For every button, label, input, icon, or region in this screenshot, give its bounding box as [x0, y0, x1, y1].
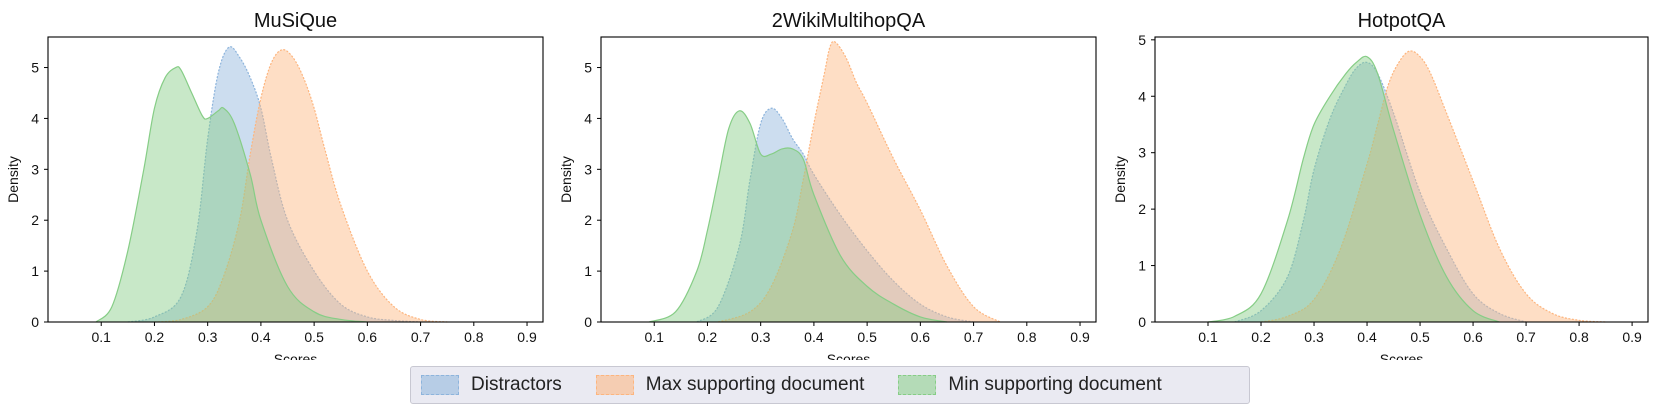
panel-title: HotpotQA — [1358, 10, 1446, 32]
legend: Distractors Max supporting document Min … — [410, 366, 1250, 404]
legend-swatch-distractors — [421, 375, 459, 395]
line-distractors — [696, 107, 974, 323]
legend-entry-distractors: Distractors — [421, 374, 562, 396]
x-tick-label: 0.7 — [964, 329, 984, 345]
line-distractors — [127, 46, 421, 323]
legend-swatch-min — [898, 375, 937, 395]
line-max — [154, 49, 448, 323]
panel-title: 2WikiMultihopQA — [772, 10, 926, 32]
y-tick-label: 3 — [31, 161, 39, 177]
x-tick-label: 0.9 — [1622, 329, 1642, 345]
area-min — [648, 110, 947, 323]
x-tick-label: 0.8 — [1017, 329, 1037, 345]
y-tick-label: 0 — [1138, 314, 1146, 330]
x-tick-label: 0.7 — [411, 329, 431, 345]
x-tick-label: 0.1 — [1198, 329, 1218, 345]
figure: 0.1 0.2 0.3 0.4 0.5 0.6 0.7 0.8 0.9 0 1 2 3 4 5 MuSiQue… — [5, 10, 1649, 360]
x-tick-label: 0.6 — [1463, 329, 1483, 345]
x-tick-label: 0.9 — [517, 329, 537, 345]
x-axis-label: Scores — [827, 351, 871, 360]
x-tick-label: 0.1 — [644, 329, 664, 345]
axes-frame — [1154, 36, 1649, 323]
y-tick-label: 3 — [1138, 145, 1146, 161]
legend-entry-min: Min supporting document — [898, 374, 1162, 396]
x-tick-label: 0.3 — [751, 329, 771, 345]
line-max — [1260, 50, 1606, 323]
x-axis-label: Scores — [274, 351, 318, 360]
x-tick-label: 0.2 — [145, 329, 165, 345]
y-tick-label: 5 — [1138, 32, 1146, 48]
x-tick-label: 0.1 — [91, 329, 111, 345]
y-tick-label: 0 — [584, 314, 592, 330]
area-min — [1208, 56, 1500, 323]
x-tick-label: 0.3 — [198, 329, 218, 345]
x-tick-label: 0.4 — [1357, 329, 1377, 345]
x-tick-label: 0.2 — [698, 329, 718, 345]
y-axis-label: Density — [558, 156, 574, 203]
x-tick-label: 0.5 — [1410, 329, 1430, 345]
x-tick-label: 0.6 — [358, 329, 378, 345]
y-tick-label: 4 — [584, 110, 592, 126]
y-tick-label: 1 — [31, 263, 39, 279]
area-max — [1261, 50, 1606, 322]
x-tick-label: 0.8 — [464, 329, 484, 345]
axes-frame — [600, 36, 1097, 323]
y-tick-label: 0 — [31, 314, 39, 330]
x-tick-label: 0.4 — [804, 329, 824, 345]
line-max — [717, 40, 1001, 323]
x-tick-label: 0.3 — [1304, 329, 1324, 345]
y-tick-label: 3 — [584, 161, 592, 177]
legend-label: Max supporting document — [645, 374, 865, 395]
area-distractors — [127, 46, 421, 322]
area-max — [718, 41, 1001, 323]
legend-label: Distractors — [471, 374, 562, 395]
axes-frame — [47, 36, 544, 323]
area-max — [154, 49, 448, 322]
x-tick-label: 0.4 — [251, 329, 271, 345]
x-axis-label: Scores — [1380, 351, 1424, 360]
x-tick-label: 0.2 — [1251, 329, 1271, 345]
x-tick-label: 0.5 — [304, 329, 324, 345]
area-min — [95, 66, 368, 323]
line-min — [95, 66, 368, 323]
y-tick-label: 2 — [1138, 201, 1146, 217]
y-tick-label: 5 — [584, 60, 592, 76]
x-tick-label: 0.8 — [1569, 329, 1589, 345]
x-tick-label: 0.7 — [1516, 329, 1536, 345]
y-axis-label: Density — [1112, 156, 1128, 203]
legend-entry-max: Max supporting document — [595, 374, 865, 396]
y-tick-label: 5 — [31, 60, 39, 76]
legend-swatch-max — [595, 375, 634, 395]
area-distractors — [696, 108, 974, 322]
panel-title: MuSiQue — [254, 10, 337, 32]
line-distractors — [1234, 61, 1527, 323]
line-min — [648, 110, 948, 323]
y-tick-label: 2 — [31, 212, 39, 228]
y-tick-label: 2 — [584, 212, 592, 228]
y-tick-label: 4 — [1138, 88, 1146, 104]
y-axis-label: Density — [5, 156, 21, 203]
area-distractors — [1234, 62, 1527, 323]
y-tick-label: 4 — [31, 110, 39, 126]
x-tick-label: 0.9 — [1070, 329, 1090, 345]
x-tick-label: 0.6 — [911, 329, 931, 345]
legend-label: Min supporting document — [948, 374, 1162, 395]
y-tick-label: 1 — [1138, 258, 1146, 274]
line-min — [1207, 55, 1500, 323]
x-tick-label: 0.5 — [857, 329, 877, 345]
y-tick-label: 1 — [584, 263, 592, 279]
